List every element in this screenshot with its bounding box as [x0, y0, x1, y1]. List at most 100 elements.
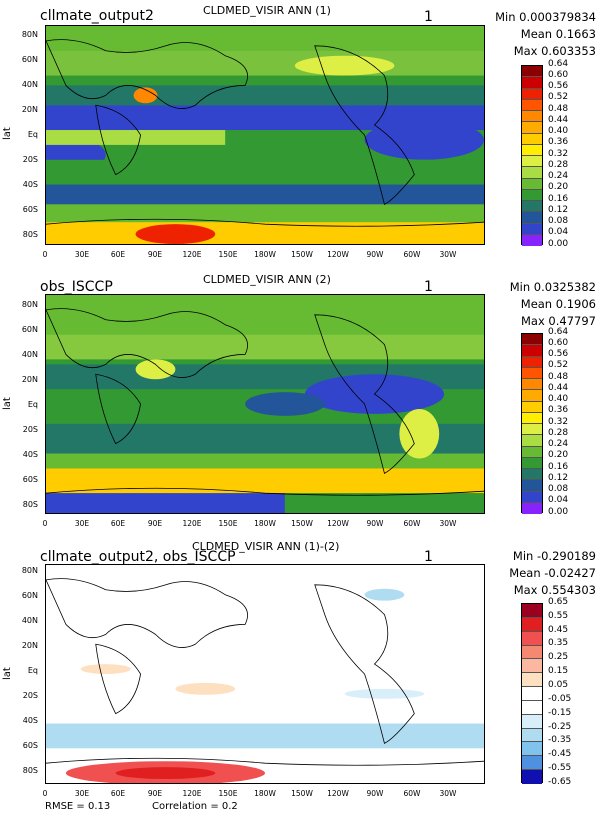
- lat-tick: 40N: [21, 350, 38, 359]
- panel-center-title: CLDMED_VISIR ANN (1): [203, 4, 331, 17]
- lat-tick: 40S: [22, 450, 38, 459]
- lon-tick: 180W: [254, 519, 276, 528]
- lat-tick: 80N: [21, 30, 38, 39]
- colorbar-label: 0.56: [548, 349, 569, 359]
- colorbar-swatch: [522, 212, 542, 224]
- colorbar-label: 0.04: [548, 227, 569, 237]
- colorbar: [521, 65, 543, 246]
- colorbar-label: 0.35: [548, 638, 569, 648]
- colorbar-swatch: [522, 756, 542, 771]
- lon-tick: 120E: [182, 789, 202, 798]
- panel-difference: cllmate_output2, obs_ISCCP CLDMED_VISIR …: [0, 540, 606, 814]
- colorbar-swatch: [522, 604, 542, 618]
- lon-tick: 60E: [110, 789, 126, 798]
- colorbar-label: 0.12: [548, 205, 569, 215]
- lon-tick: 180W: [254, 250, 276, 259]
- stat-mean: Mean 0.1663: [520, 27, 596, 41]
- map-plot: [45, 564, 485, 784]
- colorbar-label: 0.36: [548, 405, 569, 415]
- lon-tick: 150W: [291, 789, 313, 798]
- lat-tick: 20S: [22, 691, 38, 700]
- stat-max: Max 0.554303: [513, 583, 596, 597]
- lon-tick: 150E: [218, 250, 238, 259]
- colorbar-swatch: [522, 223, 542, 235]
- colorbar-label: 0.48: [548, 372, 569, 382]
- colorbar-label: -0.55: [548, 763, 572, 773]
- lat-tick: 60S: [22, 205, 38, 214]
- lat-tick: Eq: [27, 666, 38, 675]
- colorbar-swatch: [522, 645, 542, 660]
- colorbar-swatch: [522, 469, 542, 481]
- colorbar-swatch: [522, 367, 542, 379]
- colorbar-swatch: [522, 673, 542, 688]
- colorbar-label: 0.64: [548, 327, 569, 337]
- colorbar-swatch: [522, 156, 542, 168]
- colorbar-swatch: [522, 446, 542, 458]
- lat-tick: 60N: [21, 325, 38, 334]
- colorbar-swatch: [522, 617, 542, 632]
- colorbar-label: 0.52: [548, 92, 569, 102]
- colorbar-label: 0.32: [548, 417, 569, 427]
- colorbar-swatch: [522, 770, 542, 784]
- panel-stats: Min -0.290189 Mean -0.02427 Max 0.554303: [509, 548, 596, 599]
- lat-tick: 60S: [22, 741, 38, 750]
- colorbar-label: 0.04: [548, 495, 569, 505]
- colorbar-swatch: [522, 742, 542, 757]
- colorbar-swatch: [522, 480, 542, 492]
- panel-model: cllmate_output2 CLDMED_VISIR ANN (1) 1 M…: [0, 0, 606, 270]
- panel-number: 1: [424, 279, 433, 295]
- colorbar-label: 0.24: [548, 171, 569, 181]
- lat-tick: 20N: [21, 641, 38, 650]
- colorbar-label: 0.20: [548, 182, 569, 192]
- stat-min: Min 0.000379834: [495, 10, 596, 24]
- colorbar-swatch: [522, 189, 542, 201]
- lat-tick: 20S: [22, 425, 38, 434]
- colorbar-swatch: [522, 99, 542, 111]
- colorbar-swatch: [522, 133, 542, 145]
- colorbar-label: 0.05: [548, 680, 569, 690]
- lat-tick: Eq: [27, 130, 38, 139]
- panel-obs: obs_ISCCP CLDMED_VISIR ANN (2) 1 Min 0.0…: [0, 270, 606, 540]
- colorbar-label: 0.44: [548, 115, 569, 125]
- colorbar: [521, 603, 543, 784]
- lon-tick: 90W: [366, 250, 384, 259]
- panel-left-title: obs_ISCCP: [40, 279, 113, 295]
- lon-tick: 60E: [110, 519, 126, 528]
- colorbar-label: 0.24: [548, 439, 569, 449]
- colorbar-label: 0.56: [548, 81, 569, 91]
- colorbar-label: 0.40: [548, 126, 569, 136]
- colorbar-swatch: [522, 412, 542, 424]
- lon-tick: 120W: [327, 789, 349, 798]
- colorbar-swatch: [522, 345, 542, 357]
- lat-tick: Eq: [27, 400, 38, 409]
- lat-tick: 40S: [22, 716, 38, 725]
- colorbar-label: 0.00: [548, 239, 569, 249]
- colorbar-label: -0.15: [548, 708, 572, 718]
- colorbar-label: 0.44: [548, 383, 569, 393]
- lon-tick: 90E: [147, 519, 163, 528]
- lon-tick: 120W: [327, 519, 349, 528]
- lon-tick: 30W: [439, 250, 457, 259]
- stat-min: Min -0.290189: [512, 549, 596, 563]
- colorbar: [521, 333, 543, 514]
- stat-max: Max 0.603353: [513, 44, 596, 58]
- colorbar-label: -0.65: [548, 777, 572, 787]
- panel-stats: Min 0.000379834 Mean 0.1663 Max 0.603353: [495, 9, 596, 60]
- lat-tick: 40N: [21, 616, 38, 625]
- lon-tick: 30E: [74, 250, 90, 259]
- colorbar-swatch: [522, 334, 542, 346]
- colorbar-label: 0.25: [548, 652, 569, 662]
- colorbar-label: 0.48: [548, 104, 569, 114]
- lon-tick: 120E: [182, 519, 202, 528]
- stat-mean: Mean 0.1906: [520, 297, 596, 311]
- lon-tick: 180W: [254, 789, 276, 798]
- colorbar-label: 0.60: [548, 338, 569, 348]
- lat-tick: 60N: [21, 591, 38, 600]
- lon-tick: 0: [42, 250, 48, 259]
- colorbar-swatch: [522, 687, 542, 701]
- lat-tick: 40N: [21, 80, 38, 89]
- stat-min: Min 0.0325382: [509, 280, 596, 294]
- colorbar-swatch: [522, 111, 542, 123]
- panel-left-title: cllmate_output2, obs_ISCCP: [40, 549, 236, 565]
- colorbar-label: 0.28: [548, 428, 569, 438]
